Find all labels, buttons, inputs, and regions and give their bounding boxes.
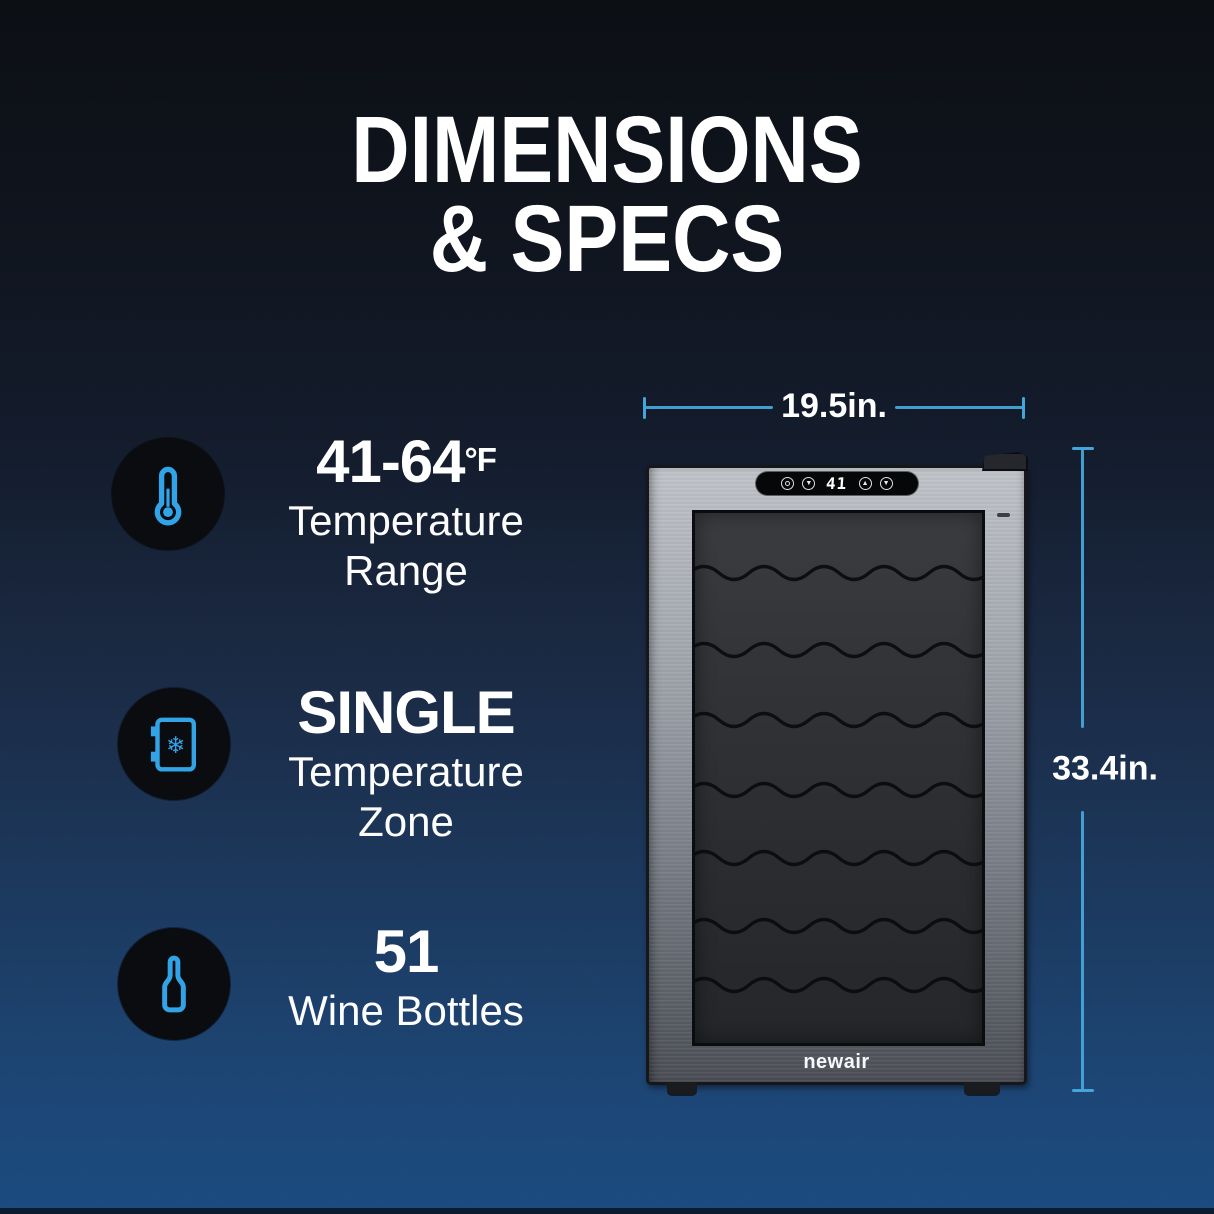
interior-light-inner-ring xyxy=(785,481,791,486)
foot-left xyxy=(667,1082,697,1095)
spec-icon-circle-bottles xyxy=(118,928,230,1040)
spec-value-bottles: 51 xyxy=(373,918,440,985)
height-dimension-label: 33.4in. xyxy=(1052,749,1158,788)
dimension-line-segment xyxy=(1081,449,1084,728)
spec-label-line: Zone xyxy=(358,798,454,845)
spec-temperature-range: 41-64°F Temperature Range xyxy=(250,428,562,596)
spec-icon-circle-zone: ❄ xyxy=(118,688,230,800)
temp-down-icon: ▼ xyxy=(879,477,893,490)
spec-value-temperature-range: 41-64°F xyxy=(250,428,562,496)
spec-value-number: 41-64 xyxy=(316,428,465,495)
dimension-tick-bottom xyxy=(1072,1089,1094,1092)
glass-door xyxy=(692,510,985,1046)
dimension-line-segment xyxy=(645,406,773,409)
spec-value-unit: °F xyxy=(464,441,497,478)
spec-label-line: Wine Bottles xyxy=(288,987,524,1034)
power-icon: ▼ xyxy=(802,477,816,490)
wine-bottle-icon xyxy=(162,955,186,1013)
dimension-tick-left xyxy=(643,397,646,419)
control-panel: ▼ 41 ▲ ▼ xyxy=(756,472,918,495)
brand-logo: newair xyxy=(803,1051,870,1073)
dimension-line-segment xyxy=(1081,811,1084,1090)
wine-rack-shelves xyxy=(695,564,982,994)
spec-label-line: Temperature xyxy=(288,748,524,795)
interior-light-icon xyxy=(781,477,795,490)
spec-temperature-zone: SINGLE Temperature Zone xyxy=(250,679,562,847)
foot-right xyxy=(964,1082,1000,1095)
title-line-1: DIMENSIONS xyxy=(351,97,863,203)
spec-label-line: Range xyxy=(344,547,468,594)
spec-value-zone: SINGLE xyxy=(297,679,515,746)
dimension-line-segment xyxy=(895,406,1023,409)
title-line-2: & SPECS xyxy=(429,186,785,292)
temp-up-icon: ▲ xyxy=(858,477,872,490)
page-title: DIMENSIONS & SPECS xyxy=(91,97,1123,292)
thermometer-icon xyxy=(154,466,182,526)
temp-display: 41 xyxy=(825,474,849,493)
spec-label-line: Temperature xyxy=(288,497,524,544)
svg-text:❄: ❄ xyxy=(166,733,185,759)
spec-bottle-capacity: 51 Wine Bottles xyxy=(250,918,562,1036)
height-dimension-line: 33.4in. xyxy=(1052,447,1158,1092)
frame-scuff-mark xyxy=(997,513,1010,517)
wine-cooler-product: ▼ 41 ▲ ▼ newair xyxy=(646,452,1028,1095)
freezer-zone-icon: ❄ xyxy=(150,717,196,772)
dimension-tick-top xyxy=(1072,447,1094,450)
width-dimension-label: 19.5in. xyxy=(781,386,887,425)
bottom-edge-strip xyxy=(0,1208,1214,1214)
dimension-tick-right xyxy=(1022,397,1025,419)
spec-icon-circle-temperature xyxy=(112,438,224,550)
door-hinge xyxy=(982,452,1028,471)
width-dimension-line: 19.5in. xyxy=(643,387,1025,425)
